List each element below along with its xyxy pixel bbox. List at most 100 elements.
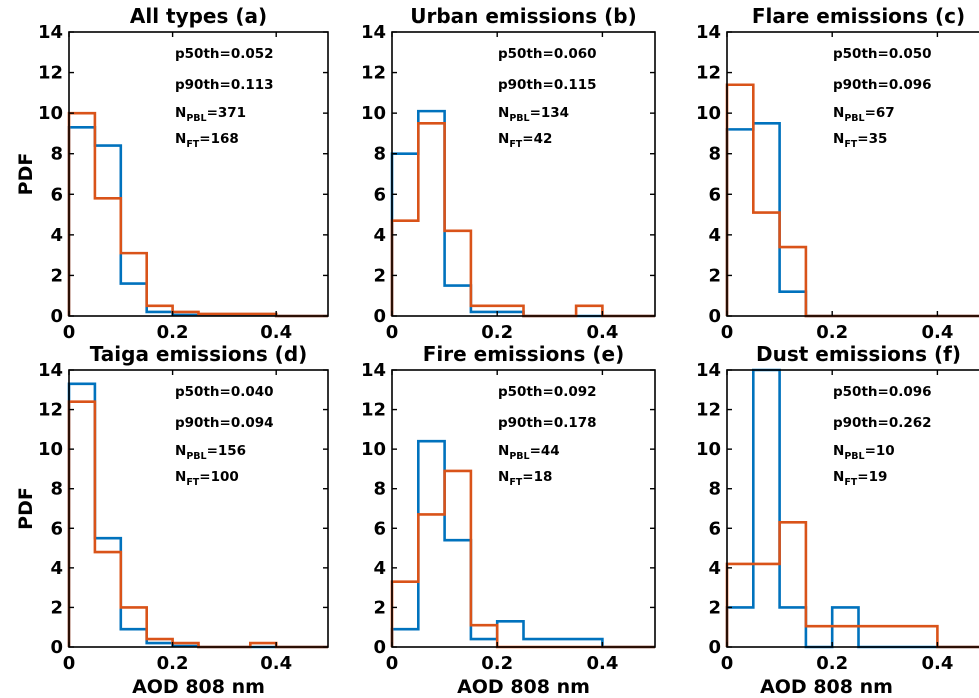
- annotation-p90: p90th=0.262: [833, 415, 932, 431]
- npbl-prefix: N: [833, 105, 844, 121]
- y-tick-label: 4: [50, 225, 63, 246]
- y-tick-label: 4: [708, 225, 721, 246]
- y-axis-label: PDF: [15, 153, 37, 196]
- npbl-value: =44: [530, 443, 560, 459]
- plot-area: [727, 370, 979, 647]
- y-tick-label: 2: [50, 265, 63, 286]
- x-tick-label: 0: [386, 653, 399, 674]
- y-tick-label: 14: [696, 360, 721, 381]
- chart-title: Urban emissions (b): [410, 4, 636, 28]
- annotation-p50: p50th=0.096: [833, 384, 932, 400]
- y-tick-label: 0: [373, 306, 386, 327]
- x-tick-label: 0.2: [157, 653, 189, 674]
- y-tick-label: 14: [361, 22, 386, 43]
- y-tick-label: 14: [38, 22, 63, 43]
- nft-value: =100: [199, 469, 239, 485]
- axes-box: [726, 31, 979, 317]
- y-tick-label: 2: [373, 265, 386, 286]
- y-tick-label: 12: [38, 63, 63, 84]
- y-tick-label: 0: [50, 637, 63, 658]
- x-tick-label: 0.2: [481, 322, 513, 343]
- chart-panel-5: 0 2 4 6 8 10 12 14 0 0.2 0.4 Fire emissions (e) AOD …: [361, 342, 656, 698]
- npbl-prefix: N: [833, 443, 844, 459]
- chart-panel-4: 0 2 4 6 8 10 12 14 0 0.2 0.4 Taiga emissions (d) PDF…: [15, 342, 329, 698]
- histogram-series-2: [725, 521, 979, 649]
- y-tick-label: 2: [50, 597, 63, 618]
- plot-area: [69, 32, 328, 316]
- npbl-subscript: PBL: [844, 451, 864, 462]
- npbl-value: =371: [207, 105, 247, 121]
- npbl-value: =134: [530, 105, 570, 121]
- histogram-series-2: [390, 121, 655, 318]
- npbl-subscript: PBL: [509, 113, 529, 124]
- npbl-prefix: N: [498, 443, 509, 459]
- npbl-value: =67: [865, 105, 895, 121]
- annotation-nft: NFT=168: [175, 131, 239, 150]
- annotation-p90: p90th=0.096: [833, 77, 932, 93]
- y-tick-label: 6: [50, 184, 63, 205]
- y-tick-label: 10: [361, 439, 386, 460]
- y-tick-label: 10: [38, 103, 63, 124]
- annotation-nft: NFT=18: [498, 469, 552, 488]
- y-tick-label: 2: [708, 597, 721, 618]
- nft-subscript: FT: [509, 477, 522, 488]
- y-tick-label: 0: [373, 637, 386, 658]
- npbl-value: =156: [207, 443, 247, 459]
- chart-panel-1: 0 2 4 6 8 10 12 14 0 0.2 0.4 All types (a) PDF p50th=…: [15, 4, 329, 343]
- nft-value: =168: [199, 131, 239, 147]
- nft-value: =18: [522, 469, 552, 485]
- plot-area: [727, 32, 979, 316]
- y-tick-label: 10: [696, 103, 721, 124]
- y-tick-label: 14: [361, 360, 386, 381]
- y-tick-label: 4: [708, 558, 721, 579]
- x-tick-label: 0: [721, 653, 734, 674]
- nft-subscript: FT: [844, 139, 857, 150]
- axes-box: [68, 369, 329, 648]
- y-tick-label: 10: [361, 103, 386, 124]
- chart-title: Taiga emissions (d): [90, 342, 308, 366]
- y-tick-label: 4: [50, 558, 63, 579]
- x-axis-label: AOD 808 nm: [760, 676, 893, 698]
- y-tick-label: 12: [38, 400, 63, 421]
- x-tick-label: 0: [63, 653, 76, 674]
- x-tick-label: 0.4: [921, 322, 953, 343]
- y-tick-label: 0: [708, 637, 721, 658]
- nft-subscript: FT: [509, 139, 522, 150]
- x-tick-label: 0.4: [260, 653, 292, 674]
- annotation-nft: NFT=100: [175, 469, 239, 488]
- nft-value: =42: [522, 131, 552, 147]
- annotation-p90: p90th=0.115: [498, 77, 597, 93]
- y-tick-label: 12: [696, 63, 721, 84]
- y-tick-label: 6: [373, 518, 386, 539]
- plot-area: [392, 370, 655, 647]
- nft-prefix: N: [498, 131, 509, 147]
- nft-prefix: N: [833, 131, 844, 147]
- chart-panel-2: 0 2 4 6 8 10 12 14 0 0.2 0.4 Urban emissions (b) p50…: [361, 4, 656, 343]
- x-tick-label: 0.2: [157, 322, 189, 343]
- x-axis-label: AOD 808 nm: [132, 676, 265, 698]
- chart-panel-3: 0 2 4 6 8 10 12 14 0 0.2 0.4 Flare emissions (c) p50…: [696, 4, 979, 343]
- annotation-npbl: NPBL=371: [175, 105, 246, 124]
- nft-prefix: N: [833, 469, 844, 485]
- y-tick-label: 10: [696, 439, 721, 460]
- x-tick-label: 0.4: [260, 322, 292, 343]
- annotation-npbl: NPBL=134: [498, 105, 569, 124]
- nft-subscript: FT: [186, 139, 199, 150]
- x-tick-label: 0: [721, 322, 734, 343]
- annotation-p50: p50th=0.060: [498, 46, 597, 62]
- axes-box: [391, 31, 656, 317]
- y-tick-label: 14: [38, 360, 63, 381]
- axes-box: [68, 31, 329, 317]
- y-tick-label: 8: [373, 144, 386, 165]
- y-axis-label: PDF: [15, 487, 37, 530]
- npbl-subscript: PBL: [186, 113, 206, 124]
- annotation-p50: p50th=0.052: [175, 46, 274, 62]
- y-tick-label: 6: [373, 184, 386, 205]
- y-tick-label: 2: [708, 265, 721, 286]
- x-axis-label: AOD 808 nm: [457, 676, 590, 698]
- npbl-subscript: PBL: [844, 113, 864, 124]
- x-tick-label: 0.4: [586, 322, 618, 343]
- y-tick-label: 4: [373, 225, 386, 246]
- y-tick-label: 2: [373, 597, 386, 618]
